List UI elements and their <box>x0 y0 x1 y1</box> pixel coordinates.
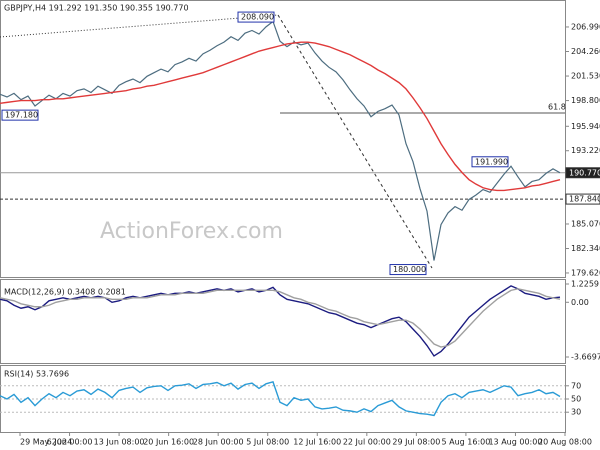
macd-panel <box>0 279 566 364</box>
x-tick-label: 5 Jul 08:00 <box>246 438 289 447</box>
series-line <box>0 288 561 348</box>
y-tick-label: -3.6697 <box>571 353 600 362</box>
main-panel <box>0 0 566 278</box>
watermark: ActionForex.com <box>100 219 283 244</box>
x-tick-label: 13 Jun 08:00 <box>94 438 145 447</box>
y-tick-label: 204.260 <box>571 47 600 56</box>
x-tick-label: 22 Jul 00:00 <box>343 438 391 447</box>
annotation-box <box>389 264 427 276</box>
x-tick-label: 20 Jun 16:00 <box>143 438 194 447</box>
x-tick-label: 6 Jun 00:00 <box>47 438 93 447</box>
level-label: 190.770 <box>569 168 600 177</box>
series-line <box>0 20 561 261</box>
y-tick-label: 193.220 <box>571 146 600 155</box>
chart-header: GBPJPY,H4 191.292 191.350 190.355 190.77… <box>4 4 189 13</box>
series-line <box>0 41 561 192</box>
x-tick-label: 29 May 2024 <box>20 438 72 447</box>
fib-label: 61.8 <box>548 102 566 111</box>
level-label: 187.840 <box>569 195 600 204</box>
x-tick-label: 28 Jun 00:00 <box>193 438 244 447</box>
y-tick-label: 206.990 <box>571 22 600 31</box>
panel-title: MACD(12,26,9) 0.3408 0.2081 <box>4 288 126 297</box>
x-tick-label: 20 Aug 08:00 <box>538 438 592 447</box>
y-tick-label: 185.070 <box>571 219 600 228</box>
trend-line <box>0 14 279 38</box>
y-tick-label: 182.340 <box>571 244 600 253</box>
annotation-label: 191.990 <box>475 157 508 166</box>
annotation-box <box>1 109 39 121</box>
y-tick-label: 201.530 <box>571 72 600 81</box>
annotation-label: 208.090 <box>241 13 274 22</box>
trend-line <box>277 14 433 269</box>
y-tick-label: 70 <box>571 381 581 390</box>
panel-title: RSI(14) 53.7696 <box>4 370 69 379</box>
y-tick-label: 1.2259 <box>571 280 599 289</box>
x-tick-label: 5 Aug 16:00 <box>441 438 490 447</box>
y-tick-label: 0.00 <box>571 298 589 307</box>
x-tick-label: 12 Jul 16:00 <box>293 438 341 447</box>
series-line <box>0 380 561 417</box>
y-tick-label: 198.800 <box>571 96 600 105</box>
annotation-box <box>471 156 509 168</box>
annotation-box <box>237 11 275 23</box>
series-line <box>0 285 561 357</box>
annotation-label: 197.180 <box>5 111 38 120</box>
y-tick-label: 50 <box>571 395 581 404</box>
y-tick-label: 195.940 <box>571 122 600 131</box>
annotation-label: 180.000 <box>393 265 426 274</box>
level-box <box>565 193 600 205</box>
x-tick-label: 29 Jul 08:00 <box>392 438 440 447</box>
x-tick-label: 13 Aug 00:00 <box>488 438 542 447</box>
y-tick-label: 179.620 <box>571 268 600 277</box>
y-tick-label: 30 <box>571 408 581 417</box>
level-box <box>565 167 600 179</box>
